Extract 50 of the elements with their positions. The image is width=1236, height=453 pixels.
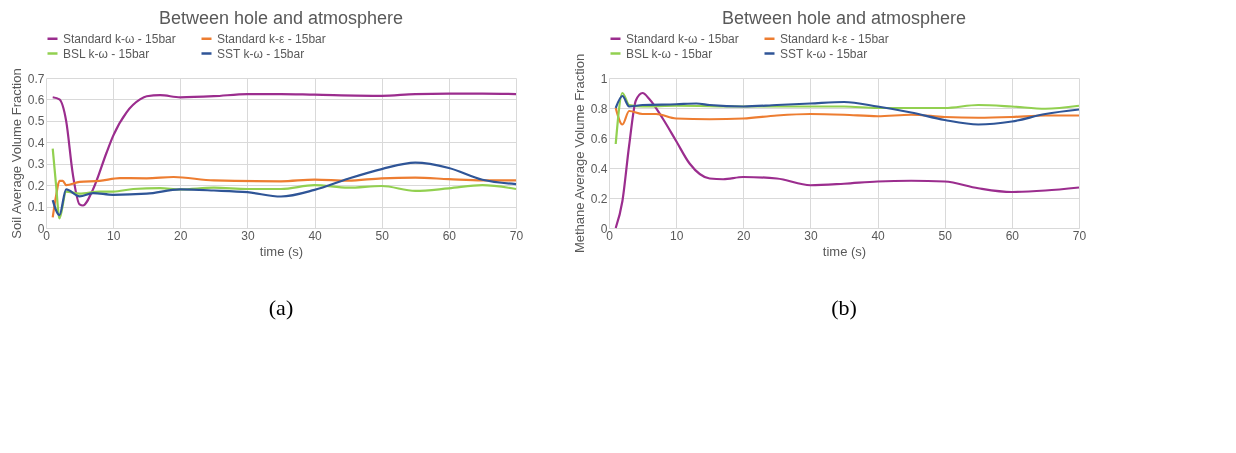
- y-tick-label: 0.6: [27, 92, 45, 107]
- line-series: [51, 161, 518, 217]
- x-tick-label: 40: [308, 228, 323, 243]
- y-tick-label: 0.6: [590, 131, 608, 146]
- x-tick-label: 60: [442, 228, 457, 243]
- text: (a): [268, 295, 294, 320]
- chart-title: Between hole and atmosphere: [721, 8, 967, 28]
- legend-label: Standard k-ω - 15bar: [626, 31, 739, 46]
- legend-label: Standard k-ω - 15bar: [63, 31, 176, 46]
- legend-label: BSL k-ω - 15bar: [63, 46, 150, 61]
- y-tick-label: 0.8: [590, 101, 608, 116]
- line-series: [51, 147, 518, 220]
- legend-label: Standard k-ε - 15bar: [780, 31, 889, 46]
- legend-label: SST k-ω - 15bar: [780, 46, 868, 61]
- y-tick-label: 0.7: [27, 71, 45, 86]
- y-axis-title: Soil Average Volume Fraction: [8, 68, 24, 239]
- line-series: [614, 106, 1081, 126]
- line-series: [614, 91, 1081, 230]
- line-series: [614, 91, 1081, 146]
- line-series: [51, 92, 518, 207]
- x-tick-label: 30: [804, 228, 818, 243]
- y-tick-label: 0.2: [590, 191, 608, 206]
- x-tick-label: 70: [509, 228, 524, 243]
- x-tick-label: 10: [669, 228, 684, 243]
- x-tick-label: 70: [1072, 228, 1087, 243]
- y-tick-label: 0.3: [27, 157, 45, 172]
- x-tick-label: 50: [375, 228, 390, 243]
- line-series: [614, 94, 1081, 126]
- x-tick-label: 10: [106, 228, 121, 243]
- x-tick-label: 20: [737, 228, 751, 243]
- y-tick-label: 0.4: [590, 161, 608, 176]
- x-tick-label: 50: [938, 228, 953, 243]
- y-tick-label: 0.5: [27, 114, 45, 129]
- y-tick-label: 1: [600, 71, 608, 86]
- x-axis-title: time (s): [259, 243, 304, 259]
- y-tick-label: 0.2: [27, 178, 45, 193]
- text: (b): [831, 295, 857, 320]
- y-axis-title: Methane Average Volume Fraction: [571, 53, 587, 254]
- x-tick-label: 30: [241, 228, 255, 243]
- legend-label: SST k-ω - 15bar: [217, 46, 305, 61]
- y-tick-label: 0.4: [27, 135, 45, 150]
- y-tick-label: 0.1: [27, 200, 45, 215]
- x-tick-label: 20: [174, 228, 188, 243]
- legend-label: BSL k-ω - 15bar: [626, 46, 713, 61]
- chart-title: Between hole and atmosphere: [158, 8, 404, 28]
- x-tick-label: 60: [1005, 228, 1020, 243]
- line-series: [51, 175, 518, 219]
- x-axis-title: time (s): [822, 243, 867, 259]
- x-tick-label: 40: [871, 228, 886, 243]
- legend-label: Standard k-ε - 15bar: [217, 31, 326, 46]
